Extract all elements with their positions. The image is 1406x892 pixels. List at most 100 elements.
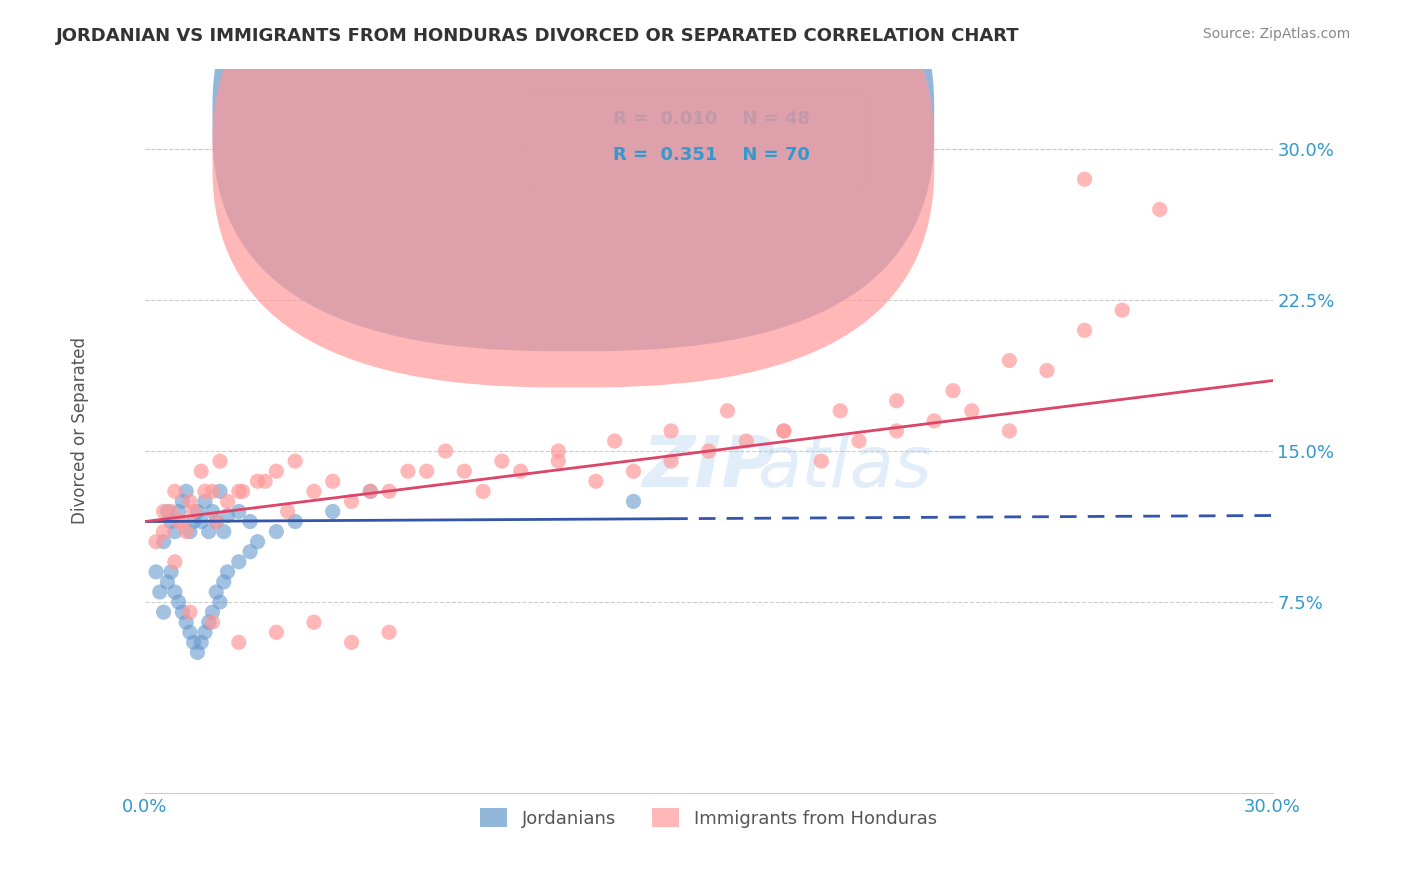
- Point: [201, 484, 224, 499]
- Point: [266, 464, 288, 478]
- Point: [156, 504, 179, 518]
- Point: [174, 615, 197, 630]
- Point: [160, 565, 183, 579]
- Point: [1111, 303, 1133, 318]
- Point: [186, 504, 208, 518]
- Point: [212, 574, 235, 589]
- Point: [174, 484, 197, 499]
- Point: [186, 645, 208, 659]
- Point: [160, 504, 183, 518]
- Point: [217, 508, 239, 523]
- Point: [254, 475, 277, 489]
- Point: [416, 464, 439, 478]
- Point: [603, 434, 626, 448]
- Point: [716, 404, 738, 418]
- Text: Source: ZipAtlas.com: Source: ZipAtlas.com: [1202, 27, 1350, 41]
- Point: [231, 484, 253, 499]
- Point: [205, 515, 228, 529]
- Point: [149, 585, 172, 599]
- Point: [201, 605, 224, 619]
- Y-axis label: Divorced or Separated: Divorced or Separated: [72, 337, 89, 524]
- Point: [735, 434, 758, 448]
- Point: [239, 515, 262, 529]
- Point: [163, 524, 186, 539]
- Point: [340, 494, 363, 508]
- Point: [472, 484, 495, 499]
- Point: [246, 475, 269, 489]
- Point: [172, 494, 194, 508]
- Point: [697, 444, 720, 458]
- Point: [1149, 202, 1171, 217]
- Point: [205, 585, 228, 599]
- Point: [201, 504, 224, 518]
- Point: [228, 484, 250, 499]
- Point: [152, 534, 174, 549]
- Point: [228, 504, 250, 518]
- FancyBboxPatch shape: [212, 0, 934, 351]
- Point: [942, 384, 965, 398]
- Point: [434, 444, 457, 458]
- Point: [167, 595, 190, 609]
- Point: [998, 424, 1021, 438]
- Point: [145, 565, 167, 579]
- Point: [163, 585, 186, 599]
- Point: [208, 595, 231, 609]
- Point: [163, 484, 186, 499]
- Point: [378, 484, 401, 499]
- Point: [659, 454, 682, 468]
- Point: [284, 454, 307, 468]
- Point: [194, 494, 217, 508]
- Point: [284, 515, 307, 529]
- Point: [152, 504, 174, 518]
- Point: [179, 605, 201, 619]
- Point: [183, 515, 205, 529]
- Point: [772, 424, 794, 438]
- Point: [205, 515, 228, 529]
- FancyBboxPatch shape: [529, 90, 866, 192]
- Point: [1036, 363, 1059, 377]
- Point: [266, 524, 288, 539]
- Point: [491, 454, 513, 468]
- Point: [302, 484, 325, 499]
- Point: [886, 393, 908, 408]
- Point: [179, 524, 201, 539]
- Point: [322, 504, 344, 518]
- Point: [340, 635, 363, 649]
- Point: [277, 504, 299, 518]
- Point: [194, 625, 217, 640]
- Point: [201, 615, 224, 630]
- Point: [217, 565, 239, 579]
- Point: [359, 484, 381, 499]
- Point: [623, 494, 645, 508]
- Legend: Jordanians, Immigrants from Honduras: Jordanians, Immigrants from Honduras: [474, 801, 945, 835]
- Point: [183, 504, 205, 518]
- Text: atlas: atlas: [756, 433, 931, 501]
- Point: [585, 475, 607, 489]
- Point: [190, 635, 212, 649]
- Point: [1073, 172, 1095, 186]
- Point: [1073, 323, 1095, 337]
- Point: [163, 555, 186, 569]
- Point: [190, 515, 212, 529]
- Point: [659, 424, 682, 438]
- Point: [960, 404, 983, 418]
- Point: [167, 504, 190, 518]
- Text: ZIP: ZIP: [643, 433, 775, 501]
- Point: [172, 515, 194, 529]
- FancyBboxPatch shape: [212, 0, 934, 387]
- Point: [212, 524, 235, 539]
- Point: [266, 625, 288, 640]
- Point: [378, 625, 401, 640]
- Point: [396, 464, 419, 478]
- Text: JORDANIAN VS IMMIGRANTS FROM HONDURAS DIVORCED OR SEPARATED CORRELATION CHART: JORDANIAN VS IMMIGRANTS FROM HONDURAS DI…: [56, 27, 1019, 45]
- Point: [922, 414, 945, 428]
- Point: [509, 464, 531, 478]
- Point: [217, 494, 239, 508]
- Point: [239, 545, 262, 559]
- Point: [302, 615, 325, 630]
- Point: [160, 515, 183, 529]
- Point: [194, 484, 217, 499]
- Point: [228, 635, 250, 649]
- Point: [197, 615, 219, 630]
- Point: [547, 454, 569, 468]
